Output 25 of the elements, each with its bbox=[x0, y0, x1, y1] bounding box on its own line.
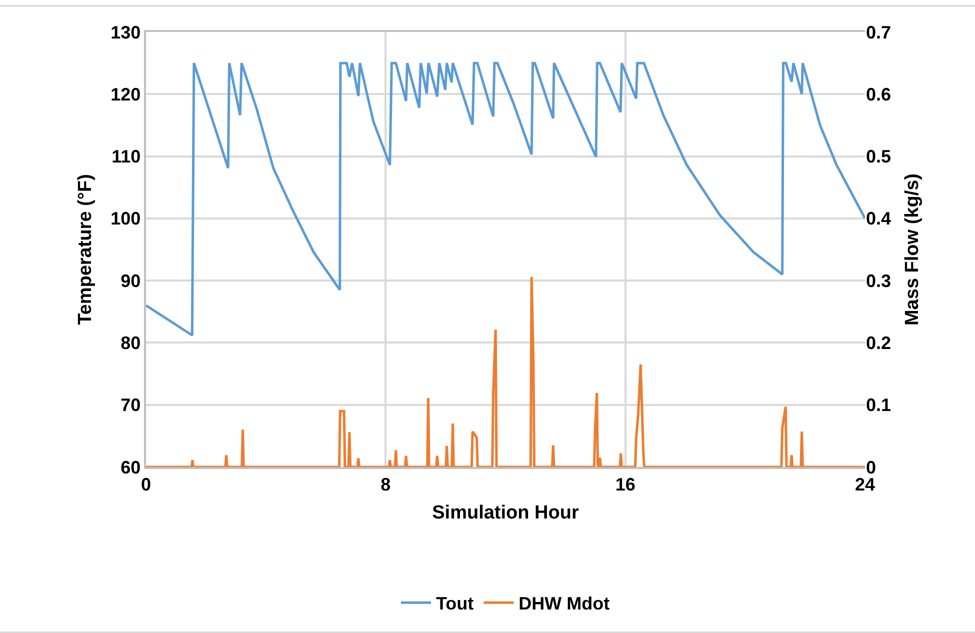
x-tick-label: 16 bbox=[615, 474, 636, 494]
x-tick-label: 8 bbox=[380, 474, 391, 494]
x-tick-label: 0 bbox=[140, 474, 152, 494]
y-tick-label: 100 bbox=[110, 208, 141, 229]
y-axis-title: Temperature (°F) bbox=[74, 174, 96, 325]
y2-tick-label: 0.6 bbox=[866, 84, 892, 104]
y2-tick-label: 0.4 bbox=[866, 208, 892, 229]
y-tick-label: 60 bbox=[120, 457, 141, 478]
y2-tick-label: 0.5 bbox=[866, 146, 892, 167]
legend-label: Tout bbox=[436, 594, 474, 614]
y-tick-label: 80 bbox=[120, 333, 141, 354]
y-tick-label: 110 bbox=[112, 146, 141, 167]
y2-tick-label: 0.1 bbox=[866, 395, 892, 416]
line-series bbox=[146, 276, 865, 467]
y2-tick-label: 0.2 bbox=[866, 333, 892, 354]
y2-axis-title: Mass Flow (kg/s) bbox=[902, 173, 923, 326]
x-axis-title: Simulation Hour bbox=[432, 502, 580, 524]
legend-label: DHW Mdot bbox=[518, 594, 610, 614]
y-tick-label: 90 bbox=[120, 270, 141, 291]
y-tick-label: 130 bbox=[110, 22, 141, 42]
y-tick-label: 70 bbox=[120, 395, 141, 416]
y2-tick-label: 0.3 bbox=[866, 270, 892, 291]
y-tick-label: 120 bbox=[110, 84, 141, 104]
line-series bbox=[146, 62, 865, 337]
y2-tick-label: 0.7 bbox=[866, 22, 892, 42]
